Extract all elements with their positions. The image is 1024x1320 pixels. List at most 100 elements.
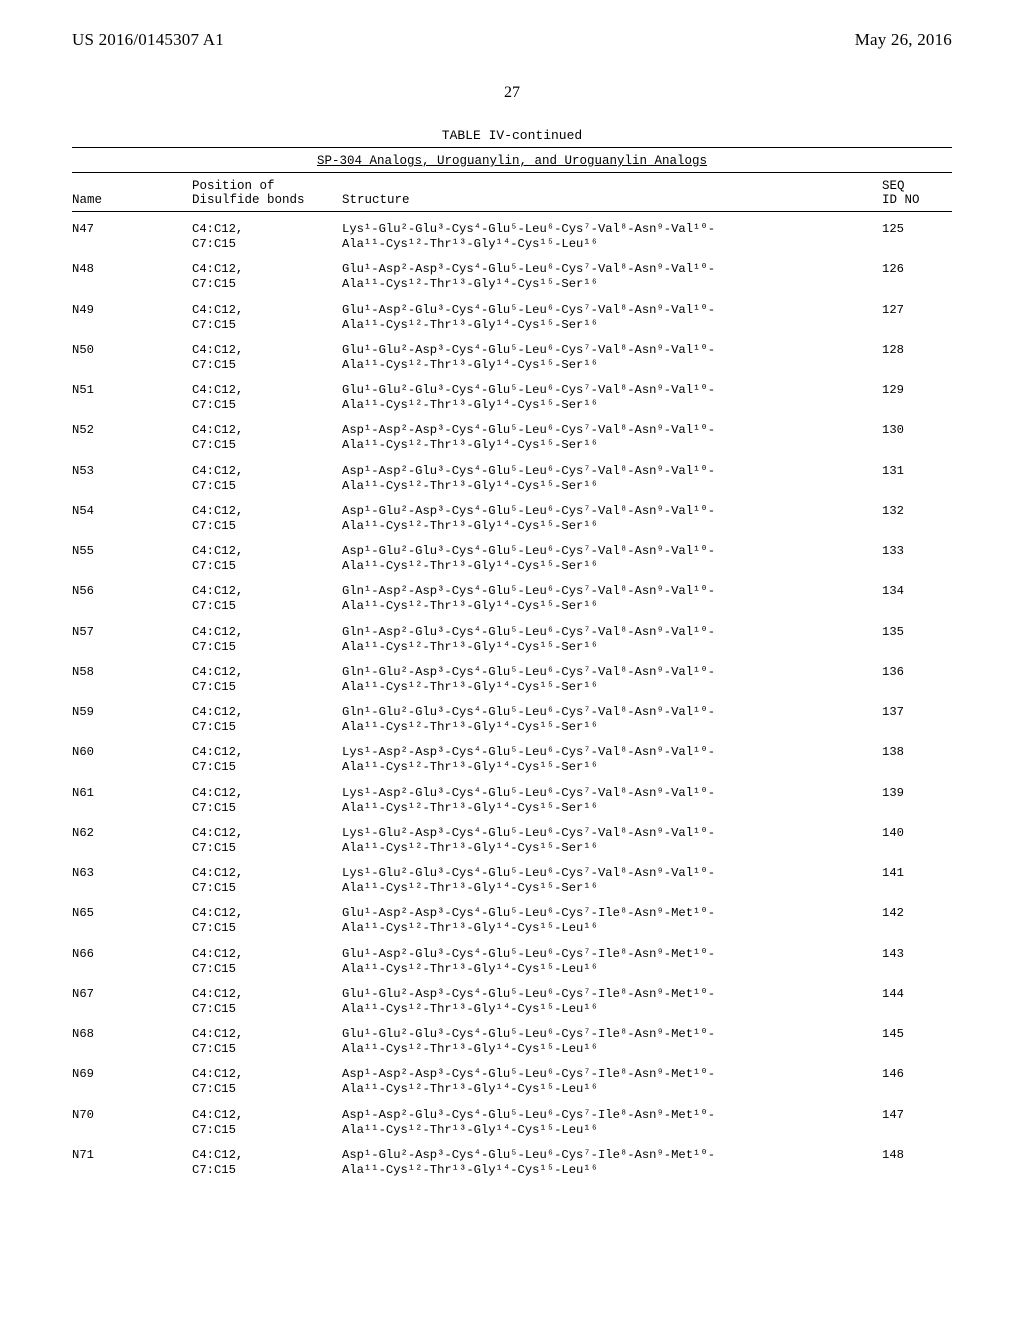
table-row: N68C4:C12,C7:C15Glu¹-Glu²-Glu³-Cys⁴-Glu⁵… (72, 1017, 952, 1057)
structure-line-1: Asp¹-Asp²-Glu³-Cys⁴-Glu⁵-Leu⁶-Cys⁷-Ile⁸-… (342, 1108, 882, 1123)
col-pos-label-1: Position of (192, 179, 342, 193)
table-row: N50C4:C12,C7:C15Glu¹-Glu²-Asp³-Cys⁴-Glu⁵… (72, 333, 952, 373)
pos-line-1: C4:C12, (192, 786, 342, 801)
structure-line-2: Ala¹¹-Cys¹²-Thr¹³-Gly¹⁴-Cys¹⁵-Ser¹⁶ (342, 277, 882, 292)
structure-line-1: Gln¹-Glu²-Asp³-Cys⁴-Glu⁵-Leu⁶-Cys⁷-Val⁸-… (342, 665, 882, 680)
structure-line-1: Gln¹-Asp²-Asp³-Cys⁴-Glu⁵-Leu⁶-Cys⁷-Val⁸-… (342, 584, 882, 599)
cell-seq-id: 134 (882, 584, 952, 614)
pos-line-2: C7:C15 (192, 841, 342, 856)
cell-position: C4:C12,C7:C15 (192, 584, 342, 614)
cell-seq-id: 130 (882, 423, 952, 453)
cell-structure: Asp¹-Asp²-Glu³-Cys⁴-Glu⁵-Leu⁶-Cys⁷-Val⁸-… (342, 464, 882, 494)
cell-position: C4:C12,C7:C15 (192, 1027, 342, 1057)
cell-seq-id: 132 (882, 504, 952, 534)
cell-seq-id: 128 (882, 343, 952, 373)
cell-name: N69 (72, 1067, 192, 1097)
table-row: N69C4:C12,C7:C15Asp¹-Asp²-Asp³-Cys⁴-Glu⁵… (72, 1057, 952, 1097)
cell-position: C4:C12,C7:C15 (192, 947, 342, 977)
pos-line-2: C7:C15 (192, 358, 342, 373)
cell-position: C4:C12,C7:C15 (192, 1108, 342, 1138)
pos-line-1: C4:C12, (192, 665, 342, 680)
pos-line-1: C4:C12, (192, 303, 342, 318)
pos-line-1: C4:C12, (192, 584, 342, 599)
table-row: N49C4:C12,C7:C15Glu¹-Asp²-Glu³-Cys⁴-Glu⁵… (72, 293, 952, 333)
structure-line-2: Ala¹¹-Cys¹²-Thr¹³-Gly¹⁴-Cys¹⁵-Leu¹⁶ (342, 1002, 882, 1017)
cell-seq-id: 143 (882, 947, 952, 977)
cell-seq-id: 125 (882, 222, 952, 252)
cell-structure: Lys¹-Glu²-Glu³-Cys⁴-Glu⁵-Leu⁶-Cys⁷-Val⁸-… (342, 866, 882, 896)
pos-line-2: C7:C15 (192, 801, 342, 816)
cell-seq-id: 139 (882, 786, 952, 816)
table-row: N48C4:C12,C7:C15Glu¹-Asp²-Asp³-Cys⁴-Glu⁵… (72, 252, 952, 292)
cell-structure: Glu¹-Glu²-Asp³-Cys⁴-Glu⁵-Leu⁶-Cys⁷-Val⁸-… (342, 343, 882, 373)
structure-line-1: Glu¹-Glu²-Asp³-Cys⁴-Glu⁵-Leu⁶-Cys⁷-Val⁸-… (342, 343, 882, 358)
publication-date: May 26, 2016 (855, 30, 952, 50)
cell-name: N54 (72, 504, 192, 534)
cell-structure: Lys¹-Asp²-Asp³-Cys⁴-Glu⁵-Leu⁶-Cys⁷-Val⁸-… (342, 745, 882, 775)
cell-structure: Asp¹-Glu²-Glu³-Cys⁴-Glu⁵-Leu⁶-Cys⁷-Val⁸-… (342, 544, 882, 574)
structure-line-2: Ala¹¹-Cys¹²-Thr¹³-Gly¹⁴-Cys¹⁵-Ser¹⁶ (342, 519, 882, 534)
structure-line-1: Lys¹-Glu²-Asp³-Cys⁴-Glu⁵-Leu⁶-Cys⁷-Val⁸-… (342, 826, 882, 841)
pos-line-1: C4:C12, (192, 423, 342, 438)
cell-position: C4:C12,C7:C15 (192, 222, 342, 252)
structure-line-2: Ala¹¹-Cys¹²-Thr¹³-Gly¹⁴-Cys¹⁵-Ser¹⁶ (342, 599, 882, 614)
col-seq-label-2: ID NO (882, 193, 952, 207)
cell-name: N58 (72, 665, 192, 695)
structure-line-1: Asp¹-Glu²-Asp³-Cys⁴-Glu⁵-Leu⁶-Cys⁷-Val⁸-… (342, 504, 882, 519)
cell-position: C4:C12,C7:C15 (192, 544, 342, 574)
cell-seq-id: 148 (882, 1148, 952, 1178)
page-number: 27 (72, 84, 952, 102)
cell-position: C4:C12,C7:C15 (192, 906, 342, 936)
cell-seq-id: 131 (882, 464, 952, 494)
cell-position: C4:C12,C7:C15 (192, 786, 342, 816)
structure-line-1: Asp¹-Glu²-Asp³-Cys⁴-Glu⁵-Leu⁶-Cys⁷-Ile⁸-… (342, 1148, 882, 1163)
cell-structure: Glu¹-Asp²-Glu³-Cys⁴-Glu⁵-Leu⁶-Cys⁷-Ile⁸-… (342, 947, 882, 977)
pos-line-1: C4:C12, (192, 906, 342, 921)
col-header-name: Name (72, 179, 192, 207)
cell-structure: Glu¹-Glu²-Asp³-Cys⁴-Glu⁵-Leu⁶-Cys⁷-Ile⁸-… (342, 987, 882, 1017)
table-row: N67C4:C12,C7:C15Glu¹-Glu²-Asp³-Cys⁴-Glu⁵… (72, 977, 952, 1017)
structure-line-1: Lys¹-Asp²-Glu³-Cys⁴-Glu⁵-Leu⁶-Cys⁷-Val⁸-… (342, 786, 882, 801)
structure-line-1: Glu¹-Glu²-Glu³-Cys⁴-Glu⁵-Leu⁶-Cys⁷-Val⁸-… (342, 383, 882, 398)
cell-name: N57 (72, 625, 192, 655)
cell-position: C4:C12,C7:C15 (192, 705, 342, 735)
col-seq-label-1: SEQ (882, 179, 952, 193)
cell-name: N56 (72, 584, 192, 614)
cell-name: N51 (72, 383, 192, 413)
pos-line-2: C7:C15 (192, 438, 342, 453)
col-header-seq: SEQ ID NO (882, 179, 952, 207)
pos-line-2: C7:C15 (192, 599, 342, 614)
cell-name: N55 (72, 544, 192, 574)
pos-line-2: C7:C15 (192, 640, 342, 655)
cell-structure: Gln¹-Glu²-Glu³-Cys⁴-Glu⁵-Leu⁶-Cys⁷-Val⁸-… (342, 705, 882, 735)
structure-line-2: Ala¹¹-Cys¹²-Thr¹³-Gly¹⁴-Cys¹⁵-Ser¹⁶ (342, 438, 882, 453)
pos-line-1: C4:C12, (192, 222, 342, 237)
pos-line-1: C4:C12, (192, 464, 342, 479)
structure-line-2: Ala¹¹-Cys¹²-Thr¹³-Gly¹⁴-Cys¹⁵-Ser¹⁶ (342, 680, 882, 695)
pos-line-2: C7:C15 (192, 962, 342, 977)
pos-line-2: C7:C15 (192, 881, 342, 896)
table-row: N61C4:C12,C7:C15Lys¹-Asp²-Glu³-Cys⁴-Glu⁵… (72, 776, 952, 816)
cell-name: N63 (72, 866, 192, 896)
pos-line-1: C4:C12, (192, 383, 342, 398)
col-pos-label-2: Disulfide bonds (192, 193, 342, 207)
structure-line-1: Lys¹-Asp²-Asp³-Cys⁴-Glu⁵-Leu⁶-Cys⁷-Val⁸-… (342, 745, 882, 760)
patent-page: US 2016/0145307 A1 May 26, 2016 27 TABLE… (0, 0, 1024, 1320)
col-name-label: Name (72, 193, 192, 207)
cell-name: N60 (72, 745, 192, 775)
table-row: N60C4:C12,C7:C15Lys¹-Asp²-Asp³-Cys⁴-Glu⁵… (72, 735, 952, 775)
cell-position: C4:C12,C7:C15 (192, 262, 342, 292)
pos-line-2: C7:C15 (192, 1002, 342, 1017)
cell-name: N71 (72, 1148, 192, 1178)
col-header-position: Position of Disulfide bonds (192, 179, 342, 207)
pos-line-2: C7:C15 (192, 680, 342, 695)
table-row: N55C4:C12,C7:C15Asp¹-Glu²-Glu³-Cys⁴-Glu⁵… (72, 534, 952, 574)
cell-name: N50 (72, 343, 192, 373)
cell-seq-id: 142 (882, 906, 952, 936)
cell-seq-id: 144 (882, 987, 952, 1017)
table-row: N58C4:C12,C7:C15Gln¹-Glu²-Asp³-Cys⁴-Glu⁵… (72, 655, 952, 695)
cell-structure: Glu¹-Glu²-Glu³-Cys⁴-Glu⁵-Leu⁶-Cys⁷-Ile⁸-… (342, 1027, 882, 1057)
pos-line-1: C4:C12, (192, 625, 342, 640)
structure-line-2: Ala¹¹-Cys¹²-Thr¹³-Gly¹⁴-Cys¹⁵-Ser¹⁶ (342, 559, 882, 574)
cell-position: C4:C12,C7:C15 (192, 464, 342, 494)
